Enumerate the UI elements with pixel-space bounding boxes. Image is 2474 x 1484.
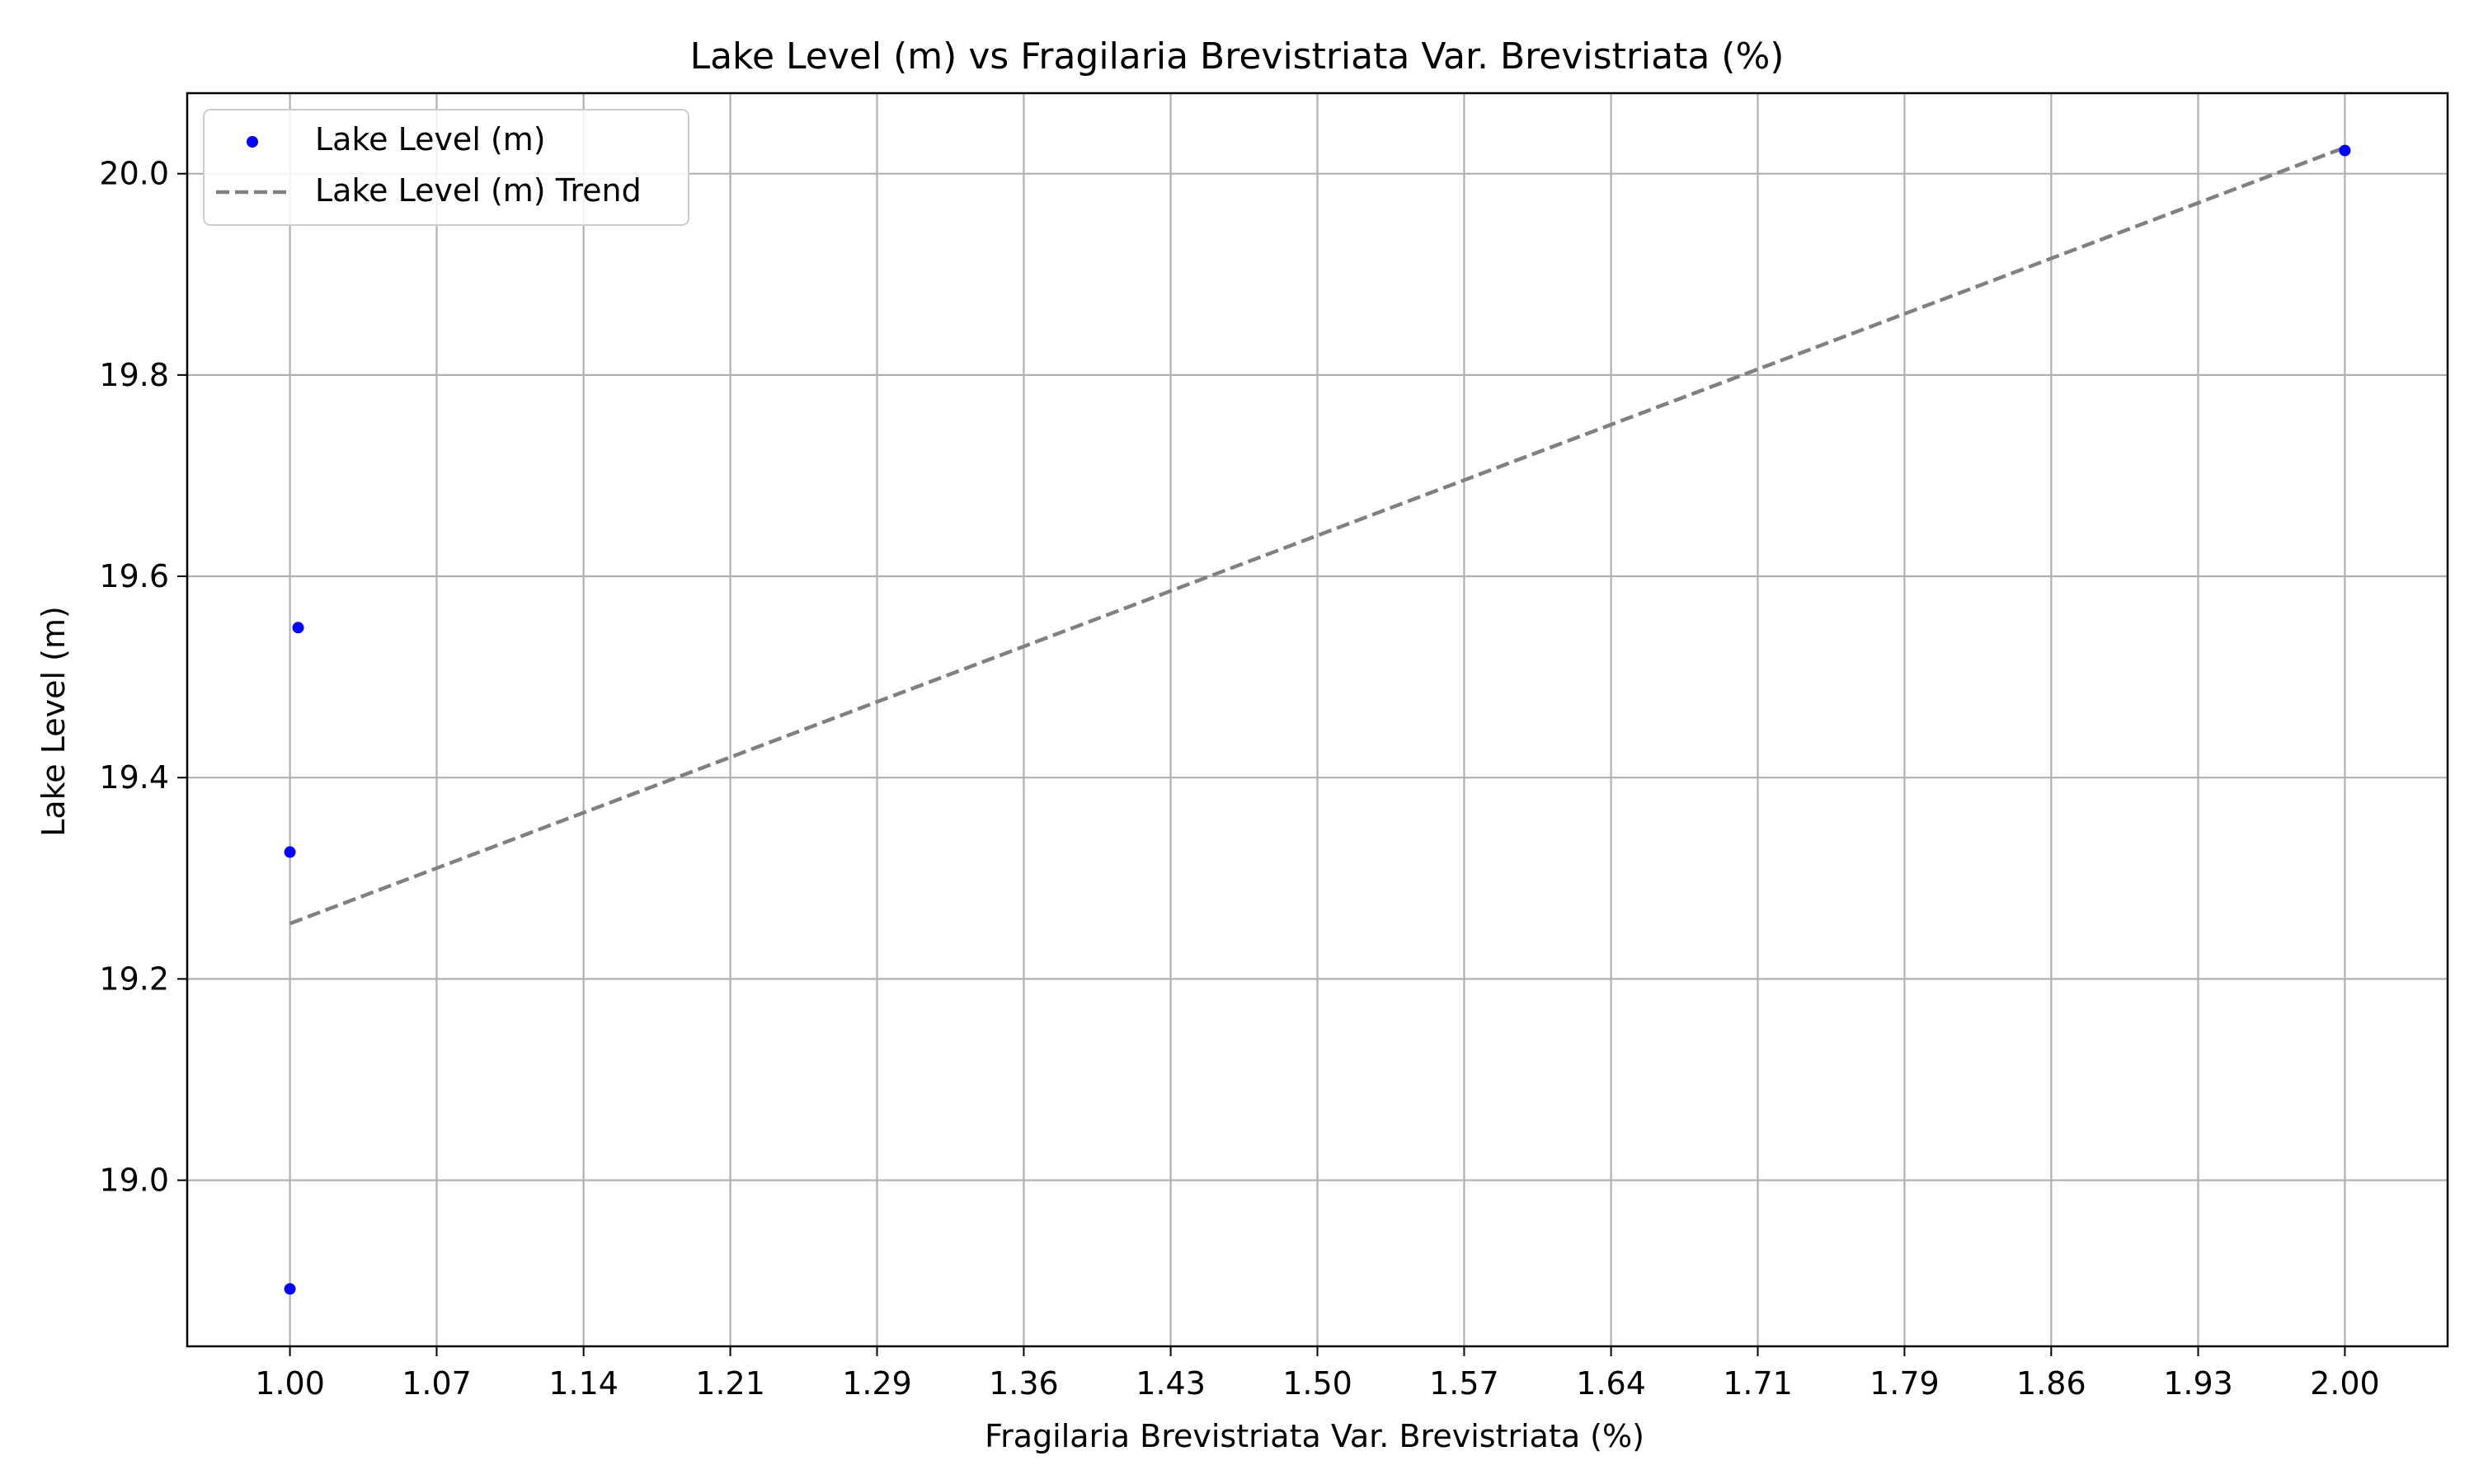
trend-layer [289, 145, 2346, 926]
x-tick-label: 1.79 [1870, 1365, 1940, 1402]
legend-label-trend: Lake Level (m) Trend [315, 172, 642, 209]
legend-box [203, 109, 689, 226]
x-ticks-layer: 1.00 1.07 1.14 1.21 1.29 1.36 1.43 1.50 1.57 1.64… [255, 1346, 2380, 1402]
chart-title: Lake Level (m) vs Fragilaria Brevistriat… [690, 35, 1785, 77]
x-tick-label: 1.36 [989, 1365, 1059, 1402]
x-tick-label: 1.07 [402, 1365, 472, 1402]
x-tick-label: 1.29 [842, 1365, 912, 1402]
trend-line [289, 145, 2346, 926]
data-point [292, 622, 304, 634]
x-tick-label: 1.93 [2163, 1365, 2233, 1402]
data-point [2339, 144, 2351, 157]
y-tick-label: 19.6 [99, 558, 169, 594]
x-tick-label: 1.57 [1429, 1365, 1499, 1402]
y-axis-label: Lake Level (m) [35, 606, 72, 837]
x-tick-label: 1.86 [2016, 1365, 2086, 1402]
y-tick-label: 19.2 [99, 960, 169, 997]
x-tick-label: 2.00 [2310, 1365, 2380, 1402]
legend: Lake Level (m) Lake Level (m) Trend [203, 109, 689, 226]
y-ticks-layer: 19.0 19.2 19.4 19.6 19.8 20.0 [99, 156, 187, 1199]
grid-layer [187, 93, 2448, 1346]
y-tick-label: 19.0 [99, 1162, 169, 1199]
x-tick-label: 1.14 [548, 1365, 618, 1402]
y-tick-label: 19.4 [99, 759, 169, 796]
points-layer [284, 144, 2351, 1295]
x-tick-label: 1.50 [1282, 1365, 1352, 1402]
x-tick-label: 1.71 [1723, 1365, 1793, 1402]
x-axis-label: Fragilaria Brevistriata Var. Brevistriat… [985, 1418, 1644, 1454]
x-tick-label: 1.00 [255, 1365, 325, 1402]
data-point [284, 1283, 296, 1295]
data-point [284, 846, 296, 858]
x-tick-label: 1.64 [1576, 1365, 1646, 1402]
y-tick-label: 20.0 [99, 156, 169, 192]
legend-scatter-marker [247, 136, 258, 148]
legend-label-scatter: Lake Level (m) [315, 121, 546, 157]
x-tick-label: 1.43 [1136, 1365, 1206, 1402]
x-tick-label: 1.21 [695, 1365, 765, 1402]
y-tick-label: 19.8 [99, 357, 169, 393]
